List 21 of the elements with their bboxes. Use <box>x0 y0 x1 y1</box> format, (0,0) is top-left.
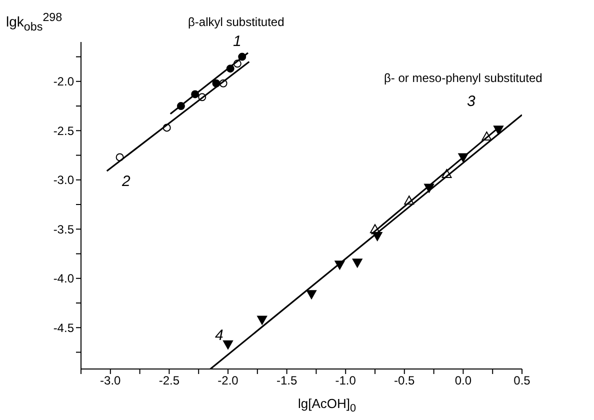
y-tick-label: -3.5 <box>53 222 74 236</box>
x-tick-label: -1.0 <box>335 374 356 388</box>
x-tick-label: -0.5 <box>394 374 416 388</box>
x-tick-label: -2.0 <box>218 374 239 388</box>
y-tick-label: -4.5 <box>53 320 74 335</box>
annotation: 3 <box>467 93 476 110</box>
y-tick-label: -3.0 <box>53 173 74 188</box>
x-tick-label: -1.5 <box>276 374 298 388</box>
annotation: β- or meso-phenyl substituted <box>384 70 542 86</box>
y-tick-label: -4.0 <box>53 272 74 286</box>
x-tick-label: 0.0 <box>454 374 472 388</box>
annotation: 2 <box>122 173 130 190</box>
annotation: 1 <box>233 33 242 50</box>
x-axis-title: lg[AcOH]$_{0}$ <box>296 396 358 417</box>
y-tick-label: -2.0 <box>53 74 74 89</box>
text: β-alkyl substituted <box>188 14 284 30</box>
y-tick-label: -2.5 <box>53 124 74 138</box>
x-tick-label: -2.5 <box>158 374 180 388</box>
x-tick-label: -3.0 <box>100 374 122 388</box>
annotation: 4 <box>215 327 224 344</box>
x-tick-label: 0.5 <box>514 374 531 388</box>
